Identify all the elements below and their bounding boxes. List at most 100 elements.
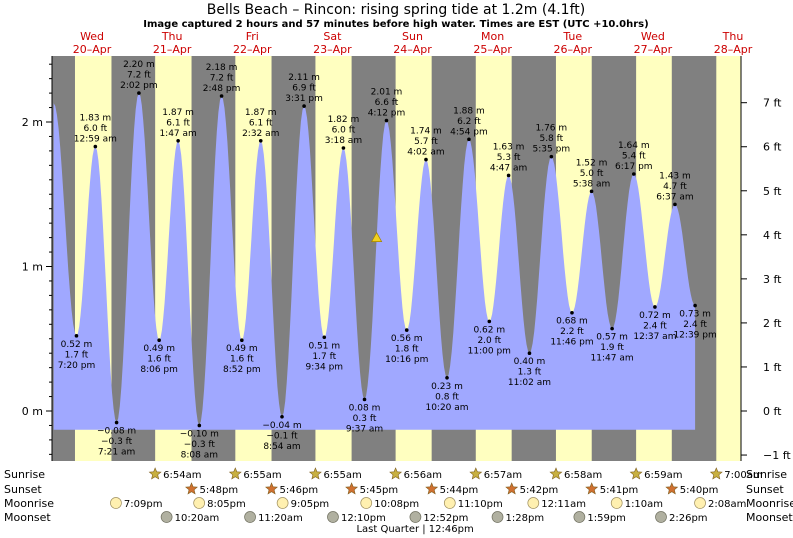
y-label-m-0: 0 m (22, 405, 43, 418)
tide-point-31 (693, 303, 697, 308)
tide-label-5-2: 8:06 pm (140, 365, 178, 375)
tide-point-24 (549, 154, 554, 159)
sunset-time-6: 5:40pm (680, 485, 719, 496)
moonset-time-1: 11:20am (258, 513, 303, 524)
sunrise-time-6: 6:59am (644, 470, 682, 481)
tide-point-20 (467, 137, 471, 142)
tide-label-6-2: 1:47 am (159, 129, 196, 139)
day-date-4: 24–Apr (393, 43, 432, 56)
tide-label-7-0: −0.10 m (180, 429, 219, 439)
tide-label-5-1: 1.6 ft (147, 355, 171, 365)
sunset-icon (425, 482, 439, 495)
moonset-time-6: 2:26pm (669, 513, 708, 524)
tide-label-28-1: 5.4 ft (622, 152, 646, 162)
moonrise-icon (527, 497, 540, 509)
tide-label-9-2: 8:52 pm (223, 365, 261, 375)
tide-label-3-1: −0.3 ft (101, 437, 133, 447)
tide-label-1-2: 7:20 pm (58, 361, 96, 371)
tide-point-7 (197, 423, 202, 428)
moonrise-time-7: 2:08am (708, 499, 746, 510)
tide-label-27-0: 0.57 m (596, 333, 628, 343)
row-label-left-sunset: Sunset (4, 483, 42, 496)
day-date-5: 25–Apr (473, 43, 512, 56)
tide-label-30-2: 6:37 am (656, 192, 693, 202)
tide-label-22-1: 5.3 ft (497, 153, 521, 163)
sunrise-icon (148, 467, 162, 480)
tide-label-24-1: 5.8 ft (539, 134, 563, 144)
tide-point-21 (487, 319, 492, 324)
tide-point-2 (93, 144, 98, 149)
tide-label-30-1: 4.7 ft (663, 182, 687, 192)
tide-label-25-2: 11:46 pm (550, 338, 593, 348)
tide-label-23-2: 11:02 am (508, 378, 551, 388)
sunset-time-4: 5:42pm (520, 485, 559, 496)
sunrise-icon (228, 467, 242, 480)
tide-label-29-1: 2.4 ft (643, 321, 667, 331)
tide-label-3-0: −0.08 m (97, 427, 136, 437)
tide-point-28 (631, 172, 636, 176)
row-label-left-moonset: Moonset (4, 511, 51, 524)
astronomy-rows: Sunrise Sunrise 6:54am 6:55am 6:55am 6:56am 6:… (4, 467, 793, 535)
y-label-ft-7: 6 ft (763, 141, 782, 154)
row-label-left-moonrise: Moonrise (4, 497, 54, 510)
chart-subtitle: Image captured 2 hours and 57 minutes be… (143, 19, 648, 30)
tide-label-2-2: 12:59 am (74, 135, 117, 145)
tide-label-22-2: 4:47 am (490, 163, 527, 173)
sunset-icon (665, 482, 679, 495)
tide-label-14-2: 3:18 am (325, 136, 362, 146)
y-label-ft-2: 1 ft (763, 361, 782, 374)
tide-point-8 (219, 94, 224, 98)
sunset-time-1: 5:46pm (280, 485, 319, 496)
y-label-ft-5: 4 ft (763, 229, 782, 242)
day-name-5: Mon (481, 30, 504, 43)
day-name-6: Tue (562, 30, 582, 43)
moonset-time-0: 10:20am (175, 513, 220, 524)
tide-label-20-0: 1.88 m (453, 106, 485, 116)
tide-point-17 (404, 328, 409, 332)
moonset-time-2: 12:10pm (341, 513, 386, 524)
tide-point-19 (445, 375, 449, 380)
moonrise-time-3: 10:08pm (374, 499, 419, 510)
tide-label-11-0: −0.04 m (262, 421, 301, 431)
tide-label-26-2: 5:38 am (573, 179, 610, 189)
tide-label-13-0: 0.51 m (308, 341, 340, 351)
tide-label-6-1: 6.1 ft (166, 118, 190, 128)
tide-label-8-1: 7.2 ft (210, 73, 234, 83)
moonrise-time-4: 11:10pm (458, 499, 503, 510)
tide-label-20-1: 6.2 ft (457, 117, 481, 127)
sunrise-time-1: 6:55am (243, 470, 281, 481)
moonrise-time-2: 9:05pm (291, 499, 330, 510)
tide-point-16 (384, 118, 389, 123)
row-label-right-sunset: Sunset (746, 483, 784, 496)
tide-label-5-0: 0.49 m (143, 344, 175, 354)
tide-label-25-0: 0.68 m (556, 317, 588, 327)
day-name-7: Wed (641, 30, 665, 43)
tide-point-13 (322, 335, 327, 340)
sunrise-icon (389, 467, 403, 480)
tide-label-11-1: −0.1 ft (266, 431, 298, 441)
tide-label-26-1: 5.0 ft (580, 169, 604, 179)
tide-label-19-2: 10:20 am (425, 403, 468, 413)
tide-label-14-0: 1.82 m (328, 115, 360, 125)
tide-label-8-2: 2:48 pm (203, 84, 241, 94)
sunset-time-2: 5:45pm (360, 485, 399, 496)
sunset-icon (585, 482, 599, 495)
day-date-8: 28–Apr (714, 43, 753, 56)
tide-label-27-2: 11:47 am (591, 354, 634, 364)
y-label-ft-1: 0 ft (763, 405, 782, 418)
tide-label-23-1: 1.3 ft (518, 368, 542, 378)
sunset-time-0: 5:48pm (200, 485, 239, 496)
tide-label-10-0: 1.87 m (245, 108, 277, 118)
tide-label-24-2: 5:35 pm (533, 145, 571, 155)
tide-point-9 (240, 338, 244, 342)
moonrise-icon (193, 497, 206, 509)
tide-label-7-1: −0.3 ft (184, 440, 216, 450)
tide-label-21-0: 0.62 m (473, 325, 505, 335)
tide-label-4-1: 7.2 ft (127, 71, 151, 81)
current-level-marker (371, 231, 383, 242)
tide-label-16-0: 2.01 m (371, 88, 403, 98)
tide-point-3 (114, 420, 119, 425)
tide-label-9-1: 1.6 ft (230, 355, 254, 365)
tide-label-15-2: 9:37 am (346, 424, 383, 434)
